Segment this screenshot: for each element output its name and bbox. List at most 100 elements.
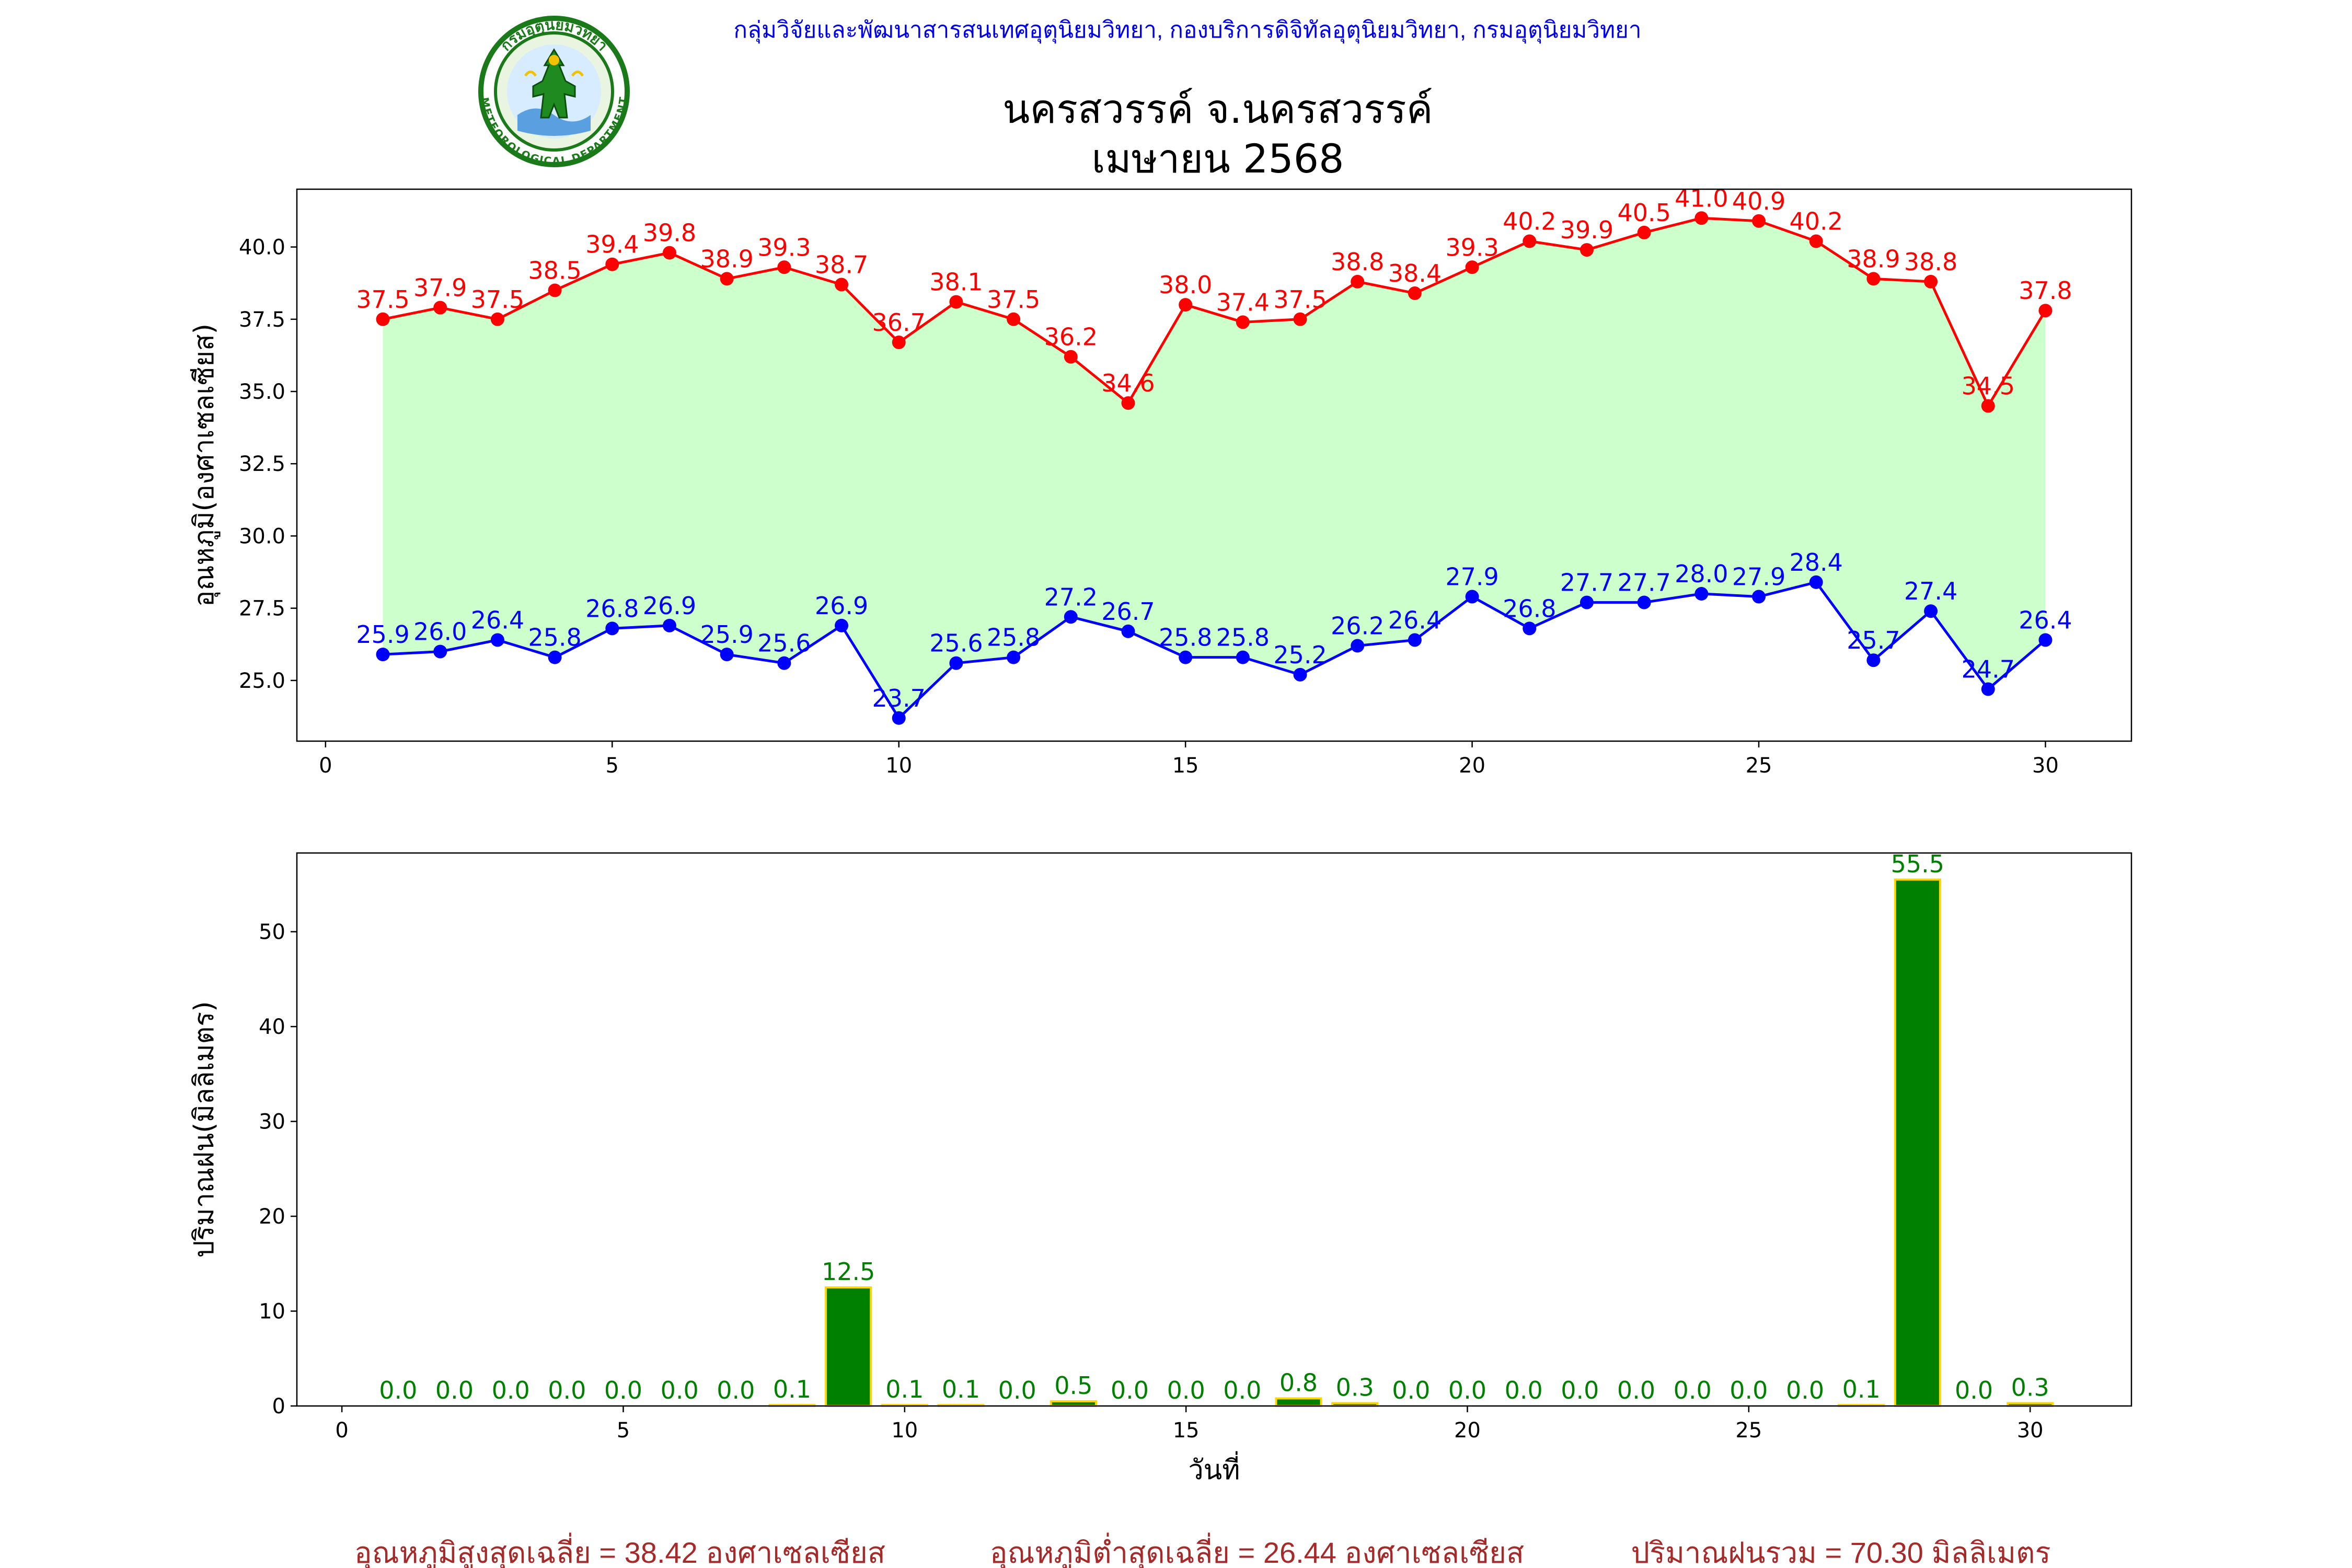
rainfall-label: 0.0 bbox=[435, 1376, 474, 1404]
max-temperature-label: 37.8 bbox=[2019, 276, 2072, 305]
plot-area bbox=[297, 853, 2131, 1406]
rainfall-label: 0.5 bbox=[1054, 1371, 1092, 1400]
y-tick-label: 40 bbox=[259, 1015, 285, 1039]
max-temperature-point bbox=[548, 283, 562, 297]
x-tick-label: 10 bbox=[891, 1419, 918, 1443]
y-tick-label: 25.0 bbox=[239, 669, 285, 693]
min-temperature-point bbox=[548, 650, 562, 664]
min-temperature-point bbox=[892, 711, 906, 725]
plot-frame bbox=[296, 852, 2132, 1407]
max-temperature-point bbox=[1236, 315, 1250, 329]
chart-title-line2: เมษายน 2568 bbox=[1092, 135, 1344, 182]
max-temperature-label: 37.5 bbox=[1273, 285, 1327, 314]
rainfall-bar bbox=[1275, 1397, 1322, 1407]
max-temperature-label: 36.7 bbox=[872, 308, 926, 337]
min-temperature-label: 24.7 bbox=[1962, 655, 2015, 683]
max-temperature-point bbox=[1752, 214, 1766, 228]
rainfall-label: 0.0 bbox=[1392, 1376, 1430, 1404]
x-tick-label: 30 bbox=[2032, 754, 2059, 778]
min-temperature-point bbox=[1351, 639, 1365, 653]
max-temperature-line bbox=[383, 216, 2047, 409]
rainfall-label: 12.5 bbox=[822, 1258, 875, 1286]
rainfall-label: 0.3 bbox=[2011, 1374, 2049, 1402]
average-min-temperature: อุณหภูมิต่ำสุดเฉลี่ย = 26.44 องศาเซลเซีย… bbox=[990, 1532, 1524, 1568]
min-temperature-label: 26.7 bbox=[1101, 597, 1155, 626]
max-temperature-point bbox=[1694, 211, 1709, 225]
min-temperature-label: 27.9 bbox=[1732, 563, 1785, 591]
min-temperature-label: 25.6 bbox=[757, 629, 811, 658]
x-tick-label: 5 bbox=[617, 1419, 630, 1443]
min-temperature-point bbox=[1179, 650, 1193, 664]
min-temperature-label: 25.9 bbox=[700, 620, 753, 649]
x-tick-label: 25 bbox=[1746, 754, 1772, 778]
x-tick-label: 25 bbox=[1735, 1419, 1762, 1443]
x-tick-label: 20 bbox=[1459, 754, 1485, 778]
rainfall-label: 0.0 bbox=[1786, 1376, 1824, 1404]
meteorological-department-logo: กรมอุตุนิยมวิทยา METEOROLOGICAL DEPARTME… bbox=[478, 16, 630, 167]
rainfall-label: 0.1 bbox=[773, 1375, 811, 1403]
rainfall-label: 0.1 bbox=[885, 1375, 924, 1403]
max-temperature-point bbox=[1293, 312, 1307, 326]
min-temperature-point bbox=[1981, 682, 1995, 696]
agency-subtitle: กลุ่มวิจัยและพัฒนาสารสนเทศอุตุนิยมวิทยา,… bbox=[733, 17, 1641, 44]
rainfall-label: 0.0 bbox=[379, 1376, 417, 1404]
max-temperature-point bbox=[662, 246, 676, 260]
rainfall-label: 0.0 bbox=[1505, 1376, 1543, 1404]
min-temperature-label: 26.0 bbox=[413, 618, 467, 646]
x-tick-label: 10 bbox=[885, 754, 912, 778]
min-temperature-point bbox=[490, 633, 504, 647]
y-axis-label: อุณหภูมิ(องศาเซลเซียส) bbox=[189, 324, 221, 607]
min-temperature-point bbox=[1694, 587, 1709, 601]
min-temperature-line bbox=[383, 581, 2047, 720]
min-temperature-label: 27.7 bbox=[1617, 569, 1670, 597]
max-temperature-point bbox=[1981, 399, 1995, 413]
min-temperature-label: 25.6 bbox=[929, 629, 983, 658]
rainfall-label: 0.0 bbox=[661, 1376, 699, 1404]
max-temperature-point bbox=[1523, 234, 1537, 248]
min-temperature-point bbox=[1121, 624, 1135, 638]
max-temperature-point bbox=[1866, 272, 1881, 286]
min-temperature-point bbox=[662, 618, 676, 632]
x-tick-label: 0 bbox=[319, 754, 332, 778]
max-temperature-label: 39.4 bbox=[585, 230, 639, 259]
rainfall-label: 0.0 bbox=[1448, 1376, 1486, 1404]
max-temperature-point bbox=[1121, 396, 1135, 410]
min-temperature-label: 28.4 bbox=[1790, 548, 1843, 577]
min-temperature-label: 28.0 bbox=[1675, 560, 1728, 588]
max-temperature-point bbox=[2038, 304, 2053, 318]
y-tick-label: 32.5 bbox=[239, 452, 285, 476]
rainfall-label: 0.0 bbox=[1730, 1376, 1768, 1404]
rainfall-label: 0.0 bbox=[1223, 1376, 1261, 1404]
rainfall-label: 0.0 bbox=[998, 1376, 1036, 1404]
min-temperature-label: 27.9 bbox=[1445, 563, 1498, 591]
min-temperature-point bbox=[1637, 595, 1651, 609]
min-temperature-point bbox=[376, 648, 390, 662]
min-temperature-label: 25.8 bbox=[1216, 624, 1270, 652]
max-temperature-point bbox=[1007, 312, 1021, 326]
rainfall-label: 0.0 bbox=[1955, 1376, 1993, 1404]
max-temperature-point bbox=[1064, 350, 1078, 364]
x-tick-label: 15 bbox=[1173, 1419, 1200, 1443]
max-temperature-label: 38.1 bbox=[929, 268, 983, 296]
min-temperature-label: 25.8 bbox=[1159, 624, 1212, 652]
rainfall-label: 0.1 bbox=[942, 1375, 980, 1403]
min-temperature-point bbox=[1293, 667, 1307, 682]
max-temperature-point bbox=[1408, 286, 1422, 301]
total-rainfall: ปริมาณฝนรวม = 70.30 มิลลิเมตร bbox=[1631, 1536, 2050, 1568]
min-temperature-label: 25.8 bbox=[528, 624, 581, 652]
max-temperature-label: 39.8 bbox=[643, 219, 696, 247]
min-temperature-point bbox=[1866, 653, 1881, 667]
max-temperature-label: 40.2 bbox=[1503, 207, 1556, 236]
min-temperature-label: 25.8 bbox=[987, 624, 1040, 652]
max-temperature-label: 37.9 bbox=[413, 274, 467, 302]
min-temperature-label: 26.4 bbox=[2019, 606, 2072, 634]
min-temperature-point bbox=[1579, 595, 1594, 609]
x-tick-label: 30 bbox=[2017, 1419, 2044, 1443]
min-temperature-label: 26.4 bbox=[471, 606, 524, 634]
max-temperature-label: 40.9 bbox=[1732, 187, 1785, 215]
y-tick-label: 37.5 bbox=[239, 308, 285, 332]
min-temperature-label: 26.9 bbox=[815, 592, 868, 620]
max-temperature-point bbox=[433, 301, 447, 315]
min-temperature-point bbox=[1924, 604, 1938, 618]
max-temperature-label: 39.9 bbox=[1560, 216, 1613, 244]
